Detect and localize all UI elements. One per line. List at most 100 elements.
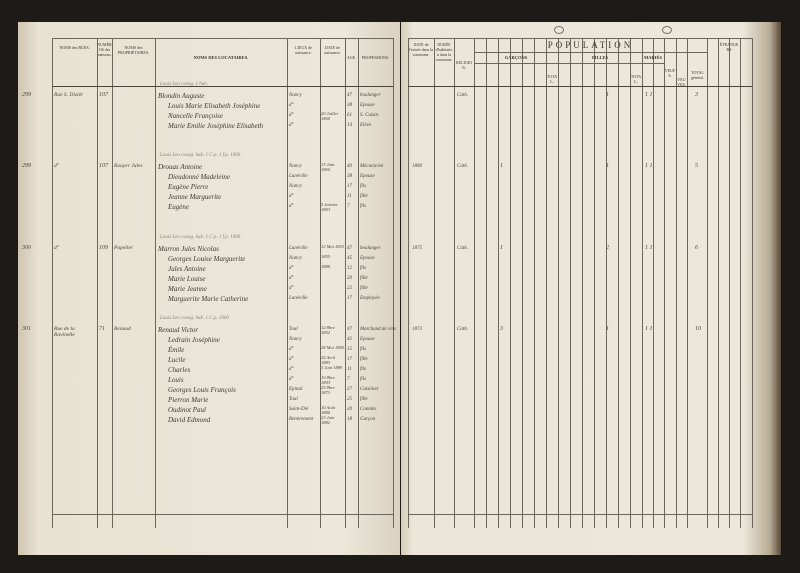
house-number: 109	[99, 245, 108, 251]
birthplace: d°	[289, 123, 294, 128]
tenant-name: Lucile	[168, 356, 186, 364]
column-rule	[558, 38, 559, 528]
profession: fils	[360, 377, 367, 382]
birthplace: d°	[289, 204, 294, 209]
birth-date: 13 Juin 1860	[321, 162, 335, 172]
birthplace: Toul	[289, 397, 298, 402]
tenant-name: Eugène Pierre	[168, 183, 209, 191]
column-rule	[486, 38, 487, 528]
header-total-garcons: TOTAL.	[546, 74, 558, 84]
entry-date: 1880	[412, 164, 422, 169]
filles-count: 1	[606, 92, 609, 98]
age: 45	[347, 256, 352, 261]
column-rule	[155, 38, 156, 528]
header-bottom-rule	[52, 86, 393, 87]
header-garcons: GARÇONS	[504, 55, 528, 60]
birthplace: Lunéville	[289, 246, 308, 251]
column-rule	[546, 38, 547, 528]
tenant-name: Marie Emilie Joséphine Elisabeth	[168, 122, 264, 130]
profession: boulanger	[360, 93, 381, 98]
age: 17	[347, 357, 352, 362]
religion: Cath.	[457, 246, 468, 251]
entry-date: 1873	[412, 327, 422, 332]
birthplace: Lunéville	[289, 296, 308, 301]
header-duree: DURÉE d'habitation dans la commune.	[435, 42, 453, 62]
profession: fille	[360, 286, 368, 291]
age: 47	[347, 327, 352, 332]
street-name: d°	[54, 245, 59, 251]
profession: fils	[360, 266, 367, 271]
birth-date: 1855	[321, 254, 330, 259]
tenant-name: Pierron Marie	[168, 396, 209, 404]
age: 38	[347, 103, 352, 108]
column-rule	[707, 38, 708, 528]
header-population: POPULATION	[547, 40, 634, 50]
column-rule	[664, 38, 665, 528]
age: 18	[347, 417, 352, 422]
profession: Mécanicien	[360, 164, 384, 169]
entry-number: 299	[22, 92, 31, 98]
tenant-name: Charles	[168, 366, 191, 374]
header-professions: PROFESSIONS.	[361, 55, 390, 60]
maries-count: 1 1	[645, 326, 653, 332]
header-top-rule	[408, 38, 752, 39]
column-rule	[393, 38, 394, 528]
age: 17	[347, 296, 352, 301]
profession: Epouse	[360, 174, 375, 179]
birthplace: d°	[289, 367, 294, 372]
owner-name: Rouyer Jules	[114, 163, 143, 169]
age: 25	[347, 397, 352, 402]
entry-number: 301	[22, 326, 31, 332]
header-numeros: NUMÉROS des maisons.	[97, 42, 112, 57]
birthplace: Saint-Dié	[289, 407, 309, 412]
tenant-name: David Edmond	[168, 416, 211, 424]
header-rues: NOMS des RUES.	[59, 45, 90, 50]
age: 11	[347, 194, 352, 199]
header-total-filles: TOTAL.	[630, 74, 642, 84]
tenant-name: Marie Louise	[168, 275, 206, 283]
entry-note: Louis Leo cuvag. hab. 1 C.p. 1900	[160, 316, 229, 321]
birth-date: 1888	[321, 264, 330, 269]
age: 14	[347, 123, 352, 128]
birthplace: d°	[289, 103, 294, 108]
age: 47	[347, 246, 352, 251]
age: 7	[347, 204, 350, 209]
age: 38	[347, 174, 352, 179]
house-number: 107	[99, 163, 108, 169]
birth-date: 12 Mai 1853	[321, 244, 344, 249]
header-veuves: VEUVES.	[677, 77, 686, 87]
totals-rule	[408, 514, 752, 515]
profession: Commis	[360, 407, 377, 412]
binding-ring	[554, 26, 564, 34]
profession: boulanger	[360, 246, 381, 251]
filles-count: 1	[606, 326, 609, 332]
house-number: 107	[99, 92, 108, 98]
column-rule	[676, 38, 677, 528]
column-rule	[570, 38, 571, 528]
birth-date: 25 8bre 1873	[321, 385, 335, 395]
tenant-name: Georges Louise Marguerite	[168, 255, 246, 263]
tenant-name: Marie Jeanne	[168, 285, 207, 293]
age: 20	[347, 276, 352, 281]
profession: S. Cuisin.	[360, 113, 380, 118]
header-religion: RELIGION.	[456, 60, 472, 70]
religion: Cath.	[457, 164, 468, 169]
entry-note: Louis Leo cuvag. hab. 1 C.p. 1 f.p. 1900	[160, 235, 241, 240]
entry-note: Louis Leo cuvag. 1 hab.	[160, 82, 209, 87]
column-rule	[474, 38, 475, 528]
column-rule	[740, 38, 741, 528]
profession: fils	[360, 347, 367, 352]
birthplace: Epinal	[289, 387, 303, 392]
tenant-name: Louis Marie Elisabeth Joséphine	[168, 102, 261, 110]
total-count: 6	[695, 245, 698, 251]
birth-date: 28 Mai 1885	[321, 345, 344, 350]
tenant-name: Jeanne Marguerite	[168, 193, 222, 201]
column-rule	[358, 38, 359, 528]
birthplace: d°	[289, 113, 294, 118]
column-rule	[97, 38, 98, 528]
religion: Cath.	[457, 327, 468, 332]
column-rule	[112, 38, 113, 528]
birth-date: 25 Avril 1883	[321, 355, 336, 365]
birthplace: Nancy	[289, 256, 302, 261]
age: 42	[347, 337, 352, 342]
